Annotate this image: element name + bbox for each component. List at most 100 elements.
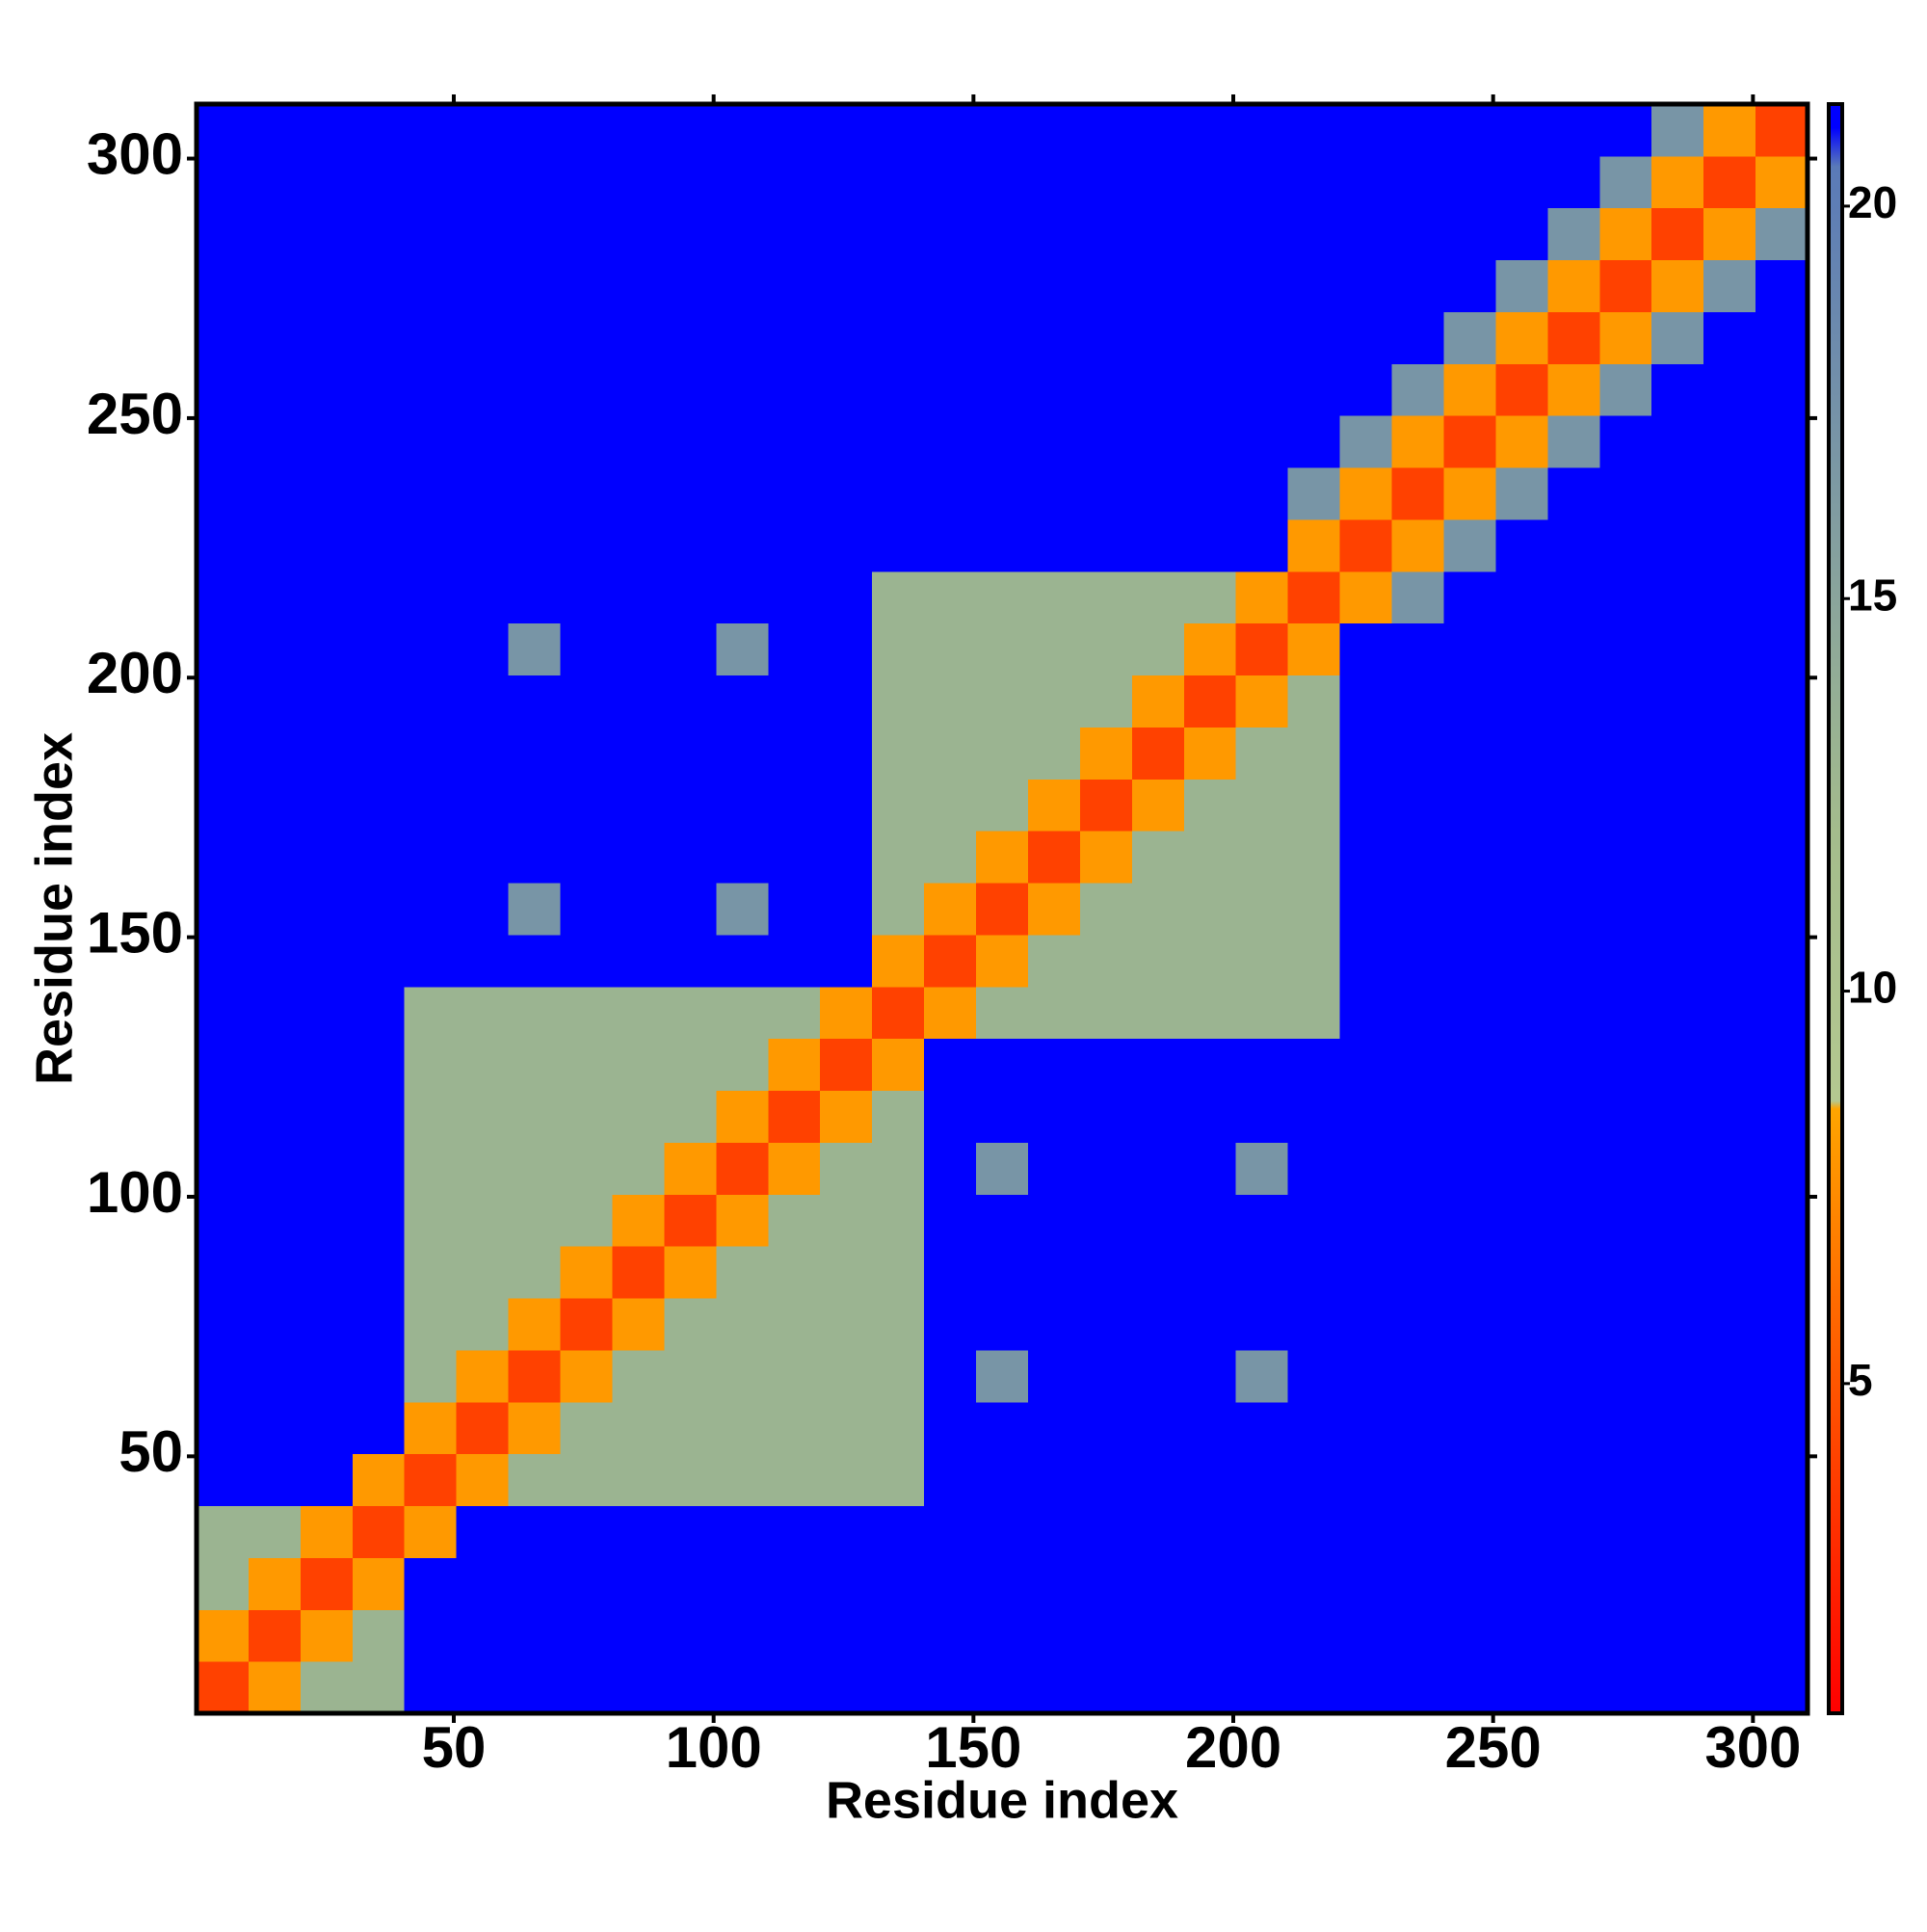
heatmap-cell xyxy=(1391,1246,1444,1299)
heatmap-cell xyxy=(560,104,613,157)
heatmap-cell xyxy=(197,207,250,261)
heatmap-cell xyxy=(1287,622,1341,676)
heatmap-cell xyxy=(1287,1090,1341,1143)
heatmap-cell xyxy=(404,934,458,988)
heatmap-cell xyxy=(352,1246,406,1299)
heatmap-cell xyxy=(820,622,873,676)
heatmap-cell xyxy=(560,1609,613,1662)
heatmap-cell xyxy=(924,1246,977,1299)
heatmap-cell xyxy=(924,779,977,832)
heatmap-cell xyxy=(560,1142,613,1195)
heatmap-cell xyxy=(1235,1142,1289,1195)
heatmap-cell xyxy=(664,104,717,157)
heatmap-cell xyxy=(1131,1661,1185,1714)
heatmap-cell xyxy=(248,1349,302,1403)
heatmap-cell xyxy=(1443,155,1496,209)
heatmap-cell xyxy=(820,363,873,416)
heatmap-cell xyxy=(1651,675,1704,728)
heatmap-cell xyxy=(1703,1194,1756,1247)
heatmap-cell xyxy=(248,363,302,416)
heatmap-cell xyxy=(1391,622,1444,676)
heatmap-cell xyxy=(456,1194,510,1247)
heatmap-cell xyxy=(1287,675,1341,728)
heatmap-cell xyxy=(1131,1298,1185,1351)
heatmap-cell xyxy=(560,155,613,209)
heatmap-cell xyxy=(664,986,717,1040)
heatmap-cell xyxy=(1599,934,1652,988)
heatmap-cell xyxy=(1027,1661,1081,1714)
heatmap-cell xyxy=(197,1609,250,1662)
heatmap-cell xyxy=(1651,570,1704,624)
heatmap-cell xyxy=(1339,1609,1393,1662)
heatmap-cell xyxy=(560,986,613,1040)
heatmap-cell xyxy=(1547,1661,1600,1714)
heatmap-cell xyxy=(1079,1401,1133,1455)
heatmap-cell xyxy=(1027,727,1081,780)
heatmap-cell xyxy=(456,1401,510,1455)
heatmap-cell xyxy=(664,831,717,884)
heatmap-cell xyxy=(1443,207,1496,261)
heatmap-cell xyxy=(404,155,458,209)
heatmap-cell xyxy=(1287,415,1341,468)
heatmap-cell xyxy=(1651,415,1704,468)
heatmap-cell xyxy=(820,1142,873,1195)
heatmap-cell xyxy=(872,883,925,936)
heatmap-cell xyxy=(976,1142,1029,1195)
heatmap-cell xyxy=(1183,1401,1237,1455)
heatmap-cell xyxy=(1651,1453,1704,1507)
heatmap-cell xyxy=(1287,1142,1341,1195)
heatmap-cell xyxy=(872,779,925,832)
heatmap-cell xyxy=(1339,1298,1393,1351)
heatmap-cell xyxy=(1287,311,1341,364)
heatmap-cell xyxy=(768,1194,821,1247)
heatmap-cell xyxy=(300,467,354,520)
heatmap-cell xyxy=(1131,831,1185,884)
heatmap-cell xyxy=(664,622,717,676)
heatmap-cell xyxy=(612,311,665,364)
heatmap-cell xyxy=(560,1194,613,1247)
heatmap-cell xyxy=(612,467,665,520)
heatmap-cell xyxy=(1235,622,1289,676)
heatmap-cell xyxy=(404,363,458,416)
heatmap-cell xyxy=(248,934,302,988)
heatmap-cell xyxy=(612,1194,665,1247)
heatmap-cell xyxy=(1027,363,1081,416)
heatmap-cell xyxy=(197,1038,250,1092)
heatmap-cell xyxy=(1651,1194,1704,1247)
colorbar-tick-label: 5 xyxy=(1848,1355,1873,1405)
heatmap-cell xyxy=(612,986,665,1040)
heatmap-cell xyxy=(1027,675,1081,728)
heatmap-cell xyxy=(768,363,821,416)
heatmap-cell xyxy=(1287,1246,1341,1299)
heatmap-cell xyxy=(1443,415,1496,468)
heatmap-cell xyxy=(508,1038,562,1092)
heatmap-cell xyxy=(1131,207,1185,261)
heatmap-cell xyxy=(1703,1038,1756,1092)
heatmap-cell xyxy=(197,1349,250,1403)
heatmap-cell xyxy=(1339,883,1393,936)
heatmap-cell xyxy=(1703,311,1756,364)
heatmap-cell xyxy=(1183,1505,1237,1558)
heatmap-cell xyxy=(1287,986,1341,1040)
heatmap-cell xyxy=(768,1142,821,1195)
heatmap-cell xyxy=(872,1661,925,1714)
heatmap-cell xyxy=(1287,207,1341,261)
heatmap-cell xyxy=(976,622,1029,676)
heatmap-cell xyxy=(1391,104,1444,157)
heatmap-cell xyxy=(1235,986,1289,1040)
heatmap-cell xyxy=(1755,727,1808,780)
heatmap-cell xyxy=(1703,779,1756,832)
heatmap-cell xyxy=(1183,1557,1237,1610)
heatmap-cell xyxy=(1703,1142,1756,1195)
heatmap-cell xyxy=(820,1349,873,1403)
heatmap-cell xyxy=(560,1453,613,1507)
heatmap-cell xyxy=(197,1246,250,1299)
heatmap-cell xyxy=(664,1609,717,1662)
heatmap-cell xyxy=(197,1453,250,1507)
heatmap-cell xyxy=(404,1557,458,1610)
heatmap-cell xyxy=(768,518,821,572)
heatmap-cell xyxy=(560,1661,613,1714)
heatmap-cell xyxy=(1443,1090,1496,1143)
heatmap-cell xyxy=(352,1194,406,1247)
heatmap-cell xyxy=(1391,1557,1444,1610)
